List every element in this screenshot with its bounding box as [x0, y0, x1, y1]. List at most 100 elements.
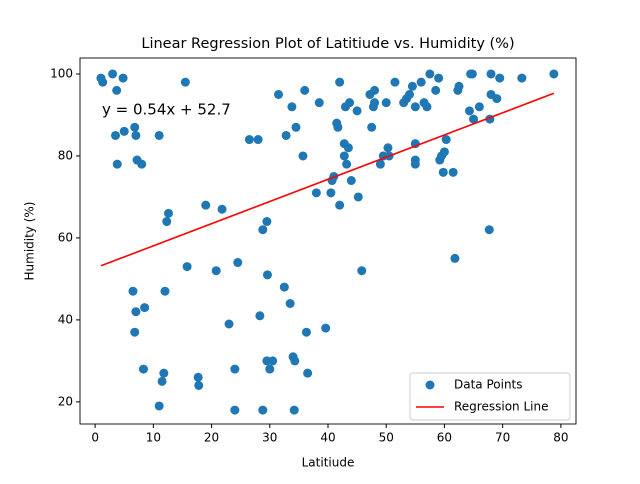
- legend-box: [409, 372, 571, 421]
- data-point: [492, 94, 502, 104]
- data-point: [314, 98, 324, 108]
- data-point: [157, 376, 167, 386]
- data-point: [131, 130, 141, 140]
- data-point: [416, 77, 426, 87]
- data-point: [549, 69, 559, 79]
- data-point: [375, 159, 385, 169]
- data-point: [287, 102, 297, 112]
- x-tick-label: 60: [437, 431, 452, 445]
- x-axis-label: Latitiude: [302, 456, 355, 470]
- data-point: [339, 151, 349, 161]
- data-point: [118, 73, 128, 83]
- data-point: [321, 323, 331, 333]
- x-tick-label: 40: [320, 431, 335, 445]
- data-point: [517, 73, 527, 83]
- data-point: [469, 114, 479, 124]
- data-point: [224, 319, 234, 329]
- data-point: [112, 159, 122, 169]
- data-point: [335, 200, 345, 210]
- data-point: [410, 102, 420, 112]
- data-point: [274, 89, 284, 99]
- data-point: [300, 85, 310, 95]
- legend-marker: [425, 380, 435, 390]
- data-point: [128, 286, 138, 296]
- data-point: [431, 85, 441, 95]
- data-point: [291, 122, 301, 132]
- x-tick-label: 70: [495, 431, 510, 445]
- data-point: [285, 299, 295, 309]
- data-point: [486, 69, 496, 79]
- data-point: [108, 69, 118, 79]
- y-tick-label: 60: [58, 230, 73, 244]
- data-point: [303, 368, 313, 378]
- data-point: [265, 364, 275, 374]
- data-point: [217, 204, 227, 214]
- data-point: [130, 122, 140, 132]
- data-point: [381, 98, 391, 108]
- data-point: [467, 69, 477, 79]
- data-point: [137, 159, 147, 169]
- x-tick-label: 80: [553, 431, 568, 445]
- data-point: [346, 176, 356, 186]
- legend-label: Data Points: [454, 378, 523, 392]
- data-point: [230, 364, 240, 374]
- data-point: [484, 225, 494, 235]
- data-point: [233, 258, 243, 268]
- data-point: [182, 262, 192, 272]
- data-point: [194, 380, 204, 390]
- data-point: [434, 73, 444, 83]
- data-point: [163, 208, 173, 218]
- data-point: [211, 266, 221, 276]
- x-tick-label: 30: [262, 431, 277, 445]
- data-point: [162, 217, 172, 227]
- data-point: [160, 286, 170, 296]
- data-point: [298, 151, 308, 161]
- data-point: [244, 135, 254, 145]
- data-point: [154, 130, 164, 140]
- data-point: [345, 98, 355, 108]
- data-point: [357, 266, 367, 276]
- data-point: [335, 77, 345, 87]
- data-point: [201, 200, 211, 210]
- data-point: [279, 282, 289, 292]
- regression-line: [100, 92, 555, 267]
- data-point: [326, 188, 336, 198]
- data-point: [425, 69, 435, 79]
- data-point: [289, 405, 299, 415]
- data-point: [454, 81, 464, 91]
- y-tick-label: 100: [50, 66, 73, 80]
- data-point: [390, 77, 400, 87]
- data-point: [370, 85, 380, 95]
- data-point: [311, 188, 321, 198]
- data-point: [159, 368, 169, 378]
- data-point: [405, 89, 415, 99]
- chart-title: Linear Regression Plot of Latitiude vs. …: [141, 36, 514, 52]
- data-point: [268, 356, 278, 366]
- data-point: [180, 77, 190, 87]
- data-point: [441, 135, 451, 145]
- data-point: [262, 217, 272, 227]
- data-point: [281, 130, 291, 140]
- data-point: [448, 167, 458, 177]
- data-point: [450, 253, 460, 263]
- data-point: [130, 327, 140, 337]
- y-axis-label: Humidity (%): [23, 202, 37, 281]
- data-point: [262, 270, 272, 280]
- data-point: [439, 147, 449, 157]
- data-point: [438, 167, 448, 177]
- data-point: [258, 405, 268, 415]
- data-point: [495, 73, 505, 83]
- data-point: [333, 122, 343, 132]
- data-point: [290, 356, 300, 366]
- data-point: [111, 130, 121, 140]
- annotation: y = 0.54x + 52.7: [102, 101, 231, 119]
- data-point: [140, 303, 150, 313]
- data-point: [407, 81, 417, 91]
- data-point: [258, 225, 268, 235]
- plot-frame: [79, 57, 577, 425]
- data-point: [253, 135, 263, 145]
- data-point: [352, 106, 362, 116]
- data-point: [131, 307, 141, 317]
- data-point: [343, 143, 353, 153]
- x-tick-label: 50: [379, 431, 394, 445]
